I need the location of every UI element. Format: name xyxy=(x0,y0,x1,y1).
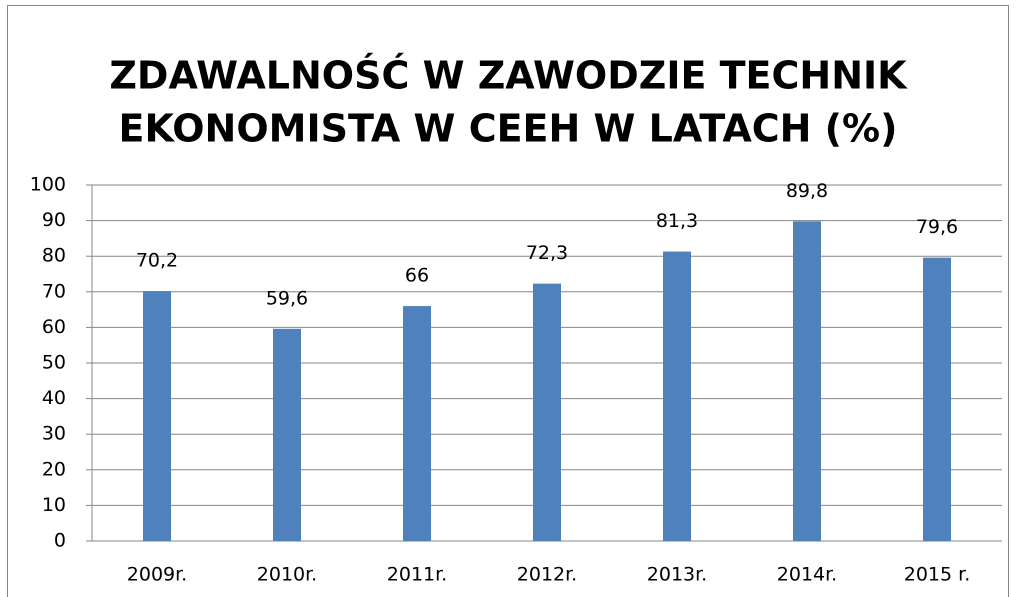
y-tick-label: 30 xyxy=(42,423,66,445)
data-label: 66 xyxy=(405,265,429,287)
y-tick-label: 50 xyxy=(42,352,66,374)
bar xyxy=(663,251,691,541)
bar xyxy=(403,306,431,541)
data-label: 81,3 xyxy=(656,210,698,232)
y-tick-label: 20 xyxy=(42,458,66,480)
bar xyxy=(923,257,951,541)
data-label: 72,3 xyxy=(526,242,568,264)
x-tick-label: 2014r. xyxy=(777,564,837,586)
x-tick-label: 2011r. xyxy=(387,564,447,586)
x-tick-label: 2013r. xyxy=(647,564,707,586)
x-tick-label: 2012r. xyxy=(517,564,577,586)
y-tick-label: 80 xyxy=(42,245,66,267)
chart-title: ZDAWALNOŚĆ W ZAWODZIE TECHNIK xyxy=(109,54,908,98)
bar xyxy=(143,291,171,541)
data-label: 59,6 xyxy=(266,287,308,309)
y-tick-label: 60 xyxy=(42,316,66,338)
x-tick-label: 2015 r. xyxy=(904,564,971,586)
bar xyxy=(793,221,821,541)
y-tick-label: 0 xyxy=(54,530,66,552)
y-tick-label: 90 xyxy=(42,209,66,231)
y-tick-label: 100 xyxy=(30,174,66,196)
x-tick-label: 2010r. xyxy=(257,564,317,586)
data-label: 79,6 xyxy=(916,216,958,238)
data-label: 89,8 xyxy=(786,180,828,202)
data-label: 70,2 xyxy=(136,250,178,272)
bar xyxy=(533,283,561,541)
chart-title: EKONOMISTA W CEEH W LATACH (%) xyxy=(119,107,898,151)
y-tick-label: 40 xyxy=(42,387,66,409)
x-tick-label: 2009r. xyxy=(127,564,187,586)
chart-frame xyxy=(7,5,1009,597)
y-tick-label: 10 xyxy=(42,494,66,516)
bar xyxy=(273,328,301,541)
y-tick-label: 70 xyxy=(42,280,66,302)
